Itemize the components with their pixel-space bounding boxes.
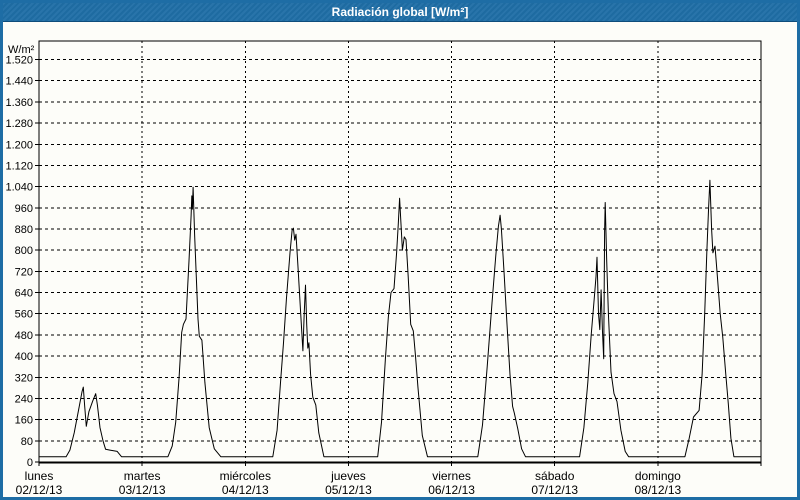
x-date-label: 08/12/13 bbox=[634, 483, 681, 497]
y-tick-label: 640 bbox=[15, 288, 33, 300]
y-tick-label: 0 bbox=[27, 457, 33, 469]
window-titlebar[interactable]: Radiación global [W/m²] bbox=[3, 3, 797, 22]
x-date-label: 02/12/13 bbox=[16, 483, 63, 497]
window-title: Radiación global [W/m²] bbox=[331, 5, 469, 19]
x-date-label: 07/12/13 bbox=[531, 483, 578, 497]
x-day-label: martes bbox=[124, 469, 161, 483]
y-axis-unit-label: W/m² bbox=[8, 44, 35, 56]
chart-area: 0 80 160 240 320 400 480 560 640 720 800 880 960 1.04… bbox=[3, 22, 797, 497]
y-tick-label: 880 bbox=[15, 224, 33, 236]
y-tick-label: 400 bbox=[15, 351, 33, 363]
x-day-label: viernes bbox=[432, 469, 471, 483]
radiation-chart: 0 80 160 240 320 400 480 560 640 720 800 880 960 1.04… bbox=[5, 40, 762, 497]
y-tick-label: 80 bbox=[21, 436, 33, 448]
x-day-label: sábado bbox=[535, 469, 575, 483]
y-tick-label: 480 bbox=[15, 330, 33, 342]
x-date-label: 06/12/13 bbox=[428, 483, 475, 497]
x-date-label: 05/12/13 bbox=[325, 483, 372, 497]
radiation-line bbox=[38, 179, 762, 458]
y-tick-label: 560 bbox=[15, 309, 33, 321]
x-day-label: miércoles bbox=[220, 469, 271, 483]
x-date-label: 04/12/13 bbox=[222, 483, 269, 497]
y-tick-label: 1.120 bbox=[5, 160, 33, 172]
y-tick-label: 720 bbox=[15, 266, 33, 278]
y-tick-label: 1.280 bbox=[5, 118, 33, 130]
y-tick-label: 1.360 bbox=[5, 97, 33, 109]
plot-border bbox=[38, 40, 762, 463]
x-day-label: domingo bbox=[635, 469, 681, 483]
y-tick-label: 320 bbox=[15, 372, 33, 384]
y-tick-label: 160 bbox=[15, 415, 33, 427]
x-day-label: lunes bbox=[25, 469, 54, 483]
y-tick-label: 240 bbox=[15, 393, 33, 405]
x-date-label: 03/12/13 bbox=[119, 483, 166, 497]
y-tick-label: 960 bbox=[15, 203, 33, 215]
y-tick-label: 1.520 bbox=[5, 55, 33, 67]
x-day-label: jueves bbox=[330, 469, 366, 483]
y-tick-label: 1.040 bbox=[5, 182, 33, 194]
y-tick-label: 800 bbox=[15, 245, 33, 257]
y-tick-label: 1.440 bbox=[5, 76, 33, 88]
y-tick-label: 1.200 bbox=[5, 139, 33, 151]
